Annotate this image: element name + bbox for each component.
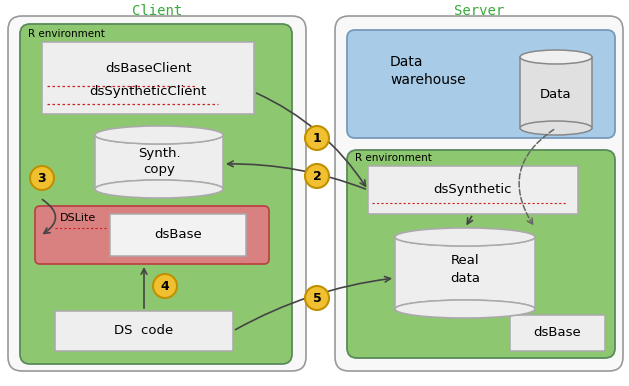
Ellipse shape [520, 50, 592, 64]
Ellipse shape [395, 228, 535, 246]
Text: Client: Client [132, 4, 182, 18]
Ellipse shape [395, 228, 535, 246]
FancyBboxPatch shape [42, 42, 254, 114]
Ellipse shape [520, 121, 592, 135]
Text: 3: 3 [38, 171, 47, 185]
Text: 2: 2 [313, 169, 321, 183]
Ellipse shape [95, 180, 223, 198]
FancyBboxPatch shape [8, 16, 306, 371]
FancyBboxPatch shape [368, 166, 578, 214]
Text: R environment: R environment [28, 29, 105, 39]
Ellipse shape [95, 126, 223, 144]
Ellipse shape [95, 126, 223, 144]
FancyBboxPatch shape [335, 16, 623, 371]
FancyBboxPatch shape [35, 206, 269, 264]
Text: Data
warehouse: Data warehouse [390, 55, 465, 86]
Text: dsSynthetic: dsSynthetic [434, 183, 512, 196]
Text: 1: 1 [313, 132, 321, 144]
FancyBboxPatch shape [95, 135, 223, 189]
Text: Real: Real [451, 254, 479, 267]
Ellipse shape [395, 300, 535, 318]
FancyBboxPatch shape [110, 214, 246, 256]
Text: 4: 4 [160, 279, 169, 293]
Text: DS  code: DS code [114, 325, 174, 337]
Circle shape [305, 126, 329, 150]
Ellipse shape [95, 180, 223, 198]
Text: dsBase: dsBase [533, 327, 581, 340]
FancyBboxPatch shape [520, 57, 592, 128]
Circle shape [153, 274, 177, 298]
Text: dsBase: dsBase [154, 229, 202, 242]
Circle shape [305, 286, 329, 310]
Text: data: data [450, 271, 480, 284]
FancyBboxPatch shape [347, 30, 615, 138]
Text: Synth.: Synth. [138, 147, 181, 159]
FancyBboxPatch shape [20, 24, 292, 364]
Text: Data: Data [540, 88, 572, 100]
FancyBboxPatch shape [55, 311, 233, 351]
Text: DSLite: DSLite [60, 213, 96, 223]
FancyBboxPatch shape [510, 315, 605, 351]
Text: Server: Server [454, 4, 504, 18]
Text: 5: 5 [313, 291, 321, 305]
FancyBboxPatch shape [395, 237, 535, 309]
Circle shape [30, 166, 54, 190]
FancyBboxPatch shape [347, 150, 615, 358]
Text: R environment: R environment [355, 153, 432, 163]
Circle shape [305, 164, 329, 188]
Ellipse shape [395, 300, 535, 318]
Text: copy: copy [143, 164, 175, 176]
Text: dsSyntheticClient: dsSyntheticClient [89, 86, 206, 98]
Text: dsBaseClient: dsBaseClient [105, 61, 191, 74]
